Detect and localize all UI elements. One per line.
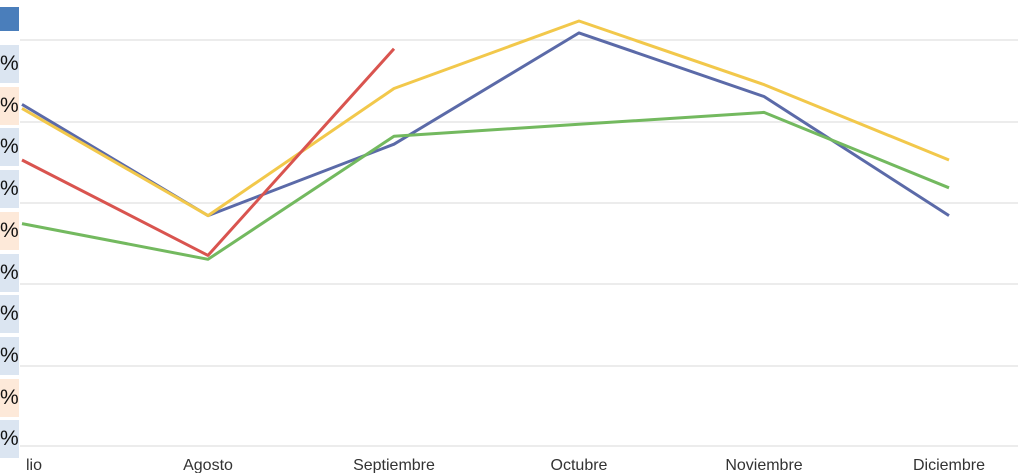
- percent-cell-text: %: [0, 52, 19, 75]
- percent-cell-text: %: [0, 302, 19, 326]
- percent-cell-text: %: [0, 135, 19, 159]
- series-line-2: [21, 19, 950, 218]
- gridlines: [20, 39, 1018, 447]
- percent-cell-text: %: [0, 93, 19, 117]
- percent-cell-text: %: [0, 385, 19, 409]
- percent-cell-text: %: [0, 343, 19, 367]
- percent-cell: %: [0, 128, 19, 167]
- x-axis-labels: lio Agosto Septiembre Octubre Noviembre Dicie…: [26, 457, 985, 473]
- series-line-4: [21, 110, 950, 261]
- percent-cell: %: [0, 295, 19, 334]
- x-tick-label: Noviembre: [725, 457, 802, 473]
- percent-cell: %: [0, 170, 19, 209]
- sheet-tab-marker: [0, 7, 19, 31]
- percent-cell-text: %: [0, 177, 19, 201]
- x-tick-label: Octubre: [551, 457, 608, 473]
- percent-cell: %: [0, 420, 19, 459]
- percent-cell: %: [0, 86, 19, 125]
- percent-cell: %: [0, 336, 19, 375]
- x-tick-label: Septiembre: [353, 457, 435, 473]
- series-lines: [21, 19, 950, 261]
- percent-cell-text: %: [0, 218, 19, 242]
- percent-cell: %: [0, 45, 19, 83]
- percent-cell-text: %: [0, 427, 19, 451]
- percent-cell: %: [0, 253, 19, 292]
- x-tick-label: lio: [26, 457, 42, 473]
- series-line-3: [21, 47, 396, 257]
- percent-cell: %: [0, 211, 19, 250]
- x-tick-label: Agosto: [183, 457, 233, 473]
- percent-cell-text: %: [0, 260, 19, 284]
- percent-cell: %: [0, 378, 19, 417]
- x-tick-label: Diciembre: [913, 457, 985, 473]
